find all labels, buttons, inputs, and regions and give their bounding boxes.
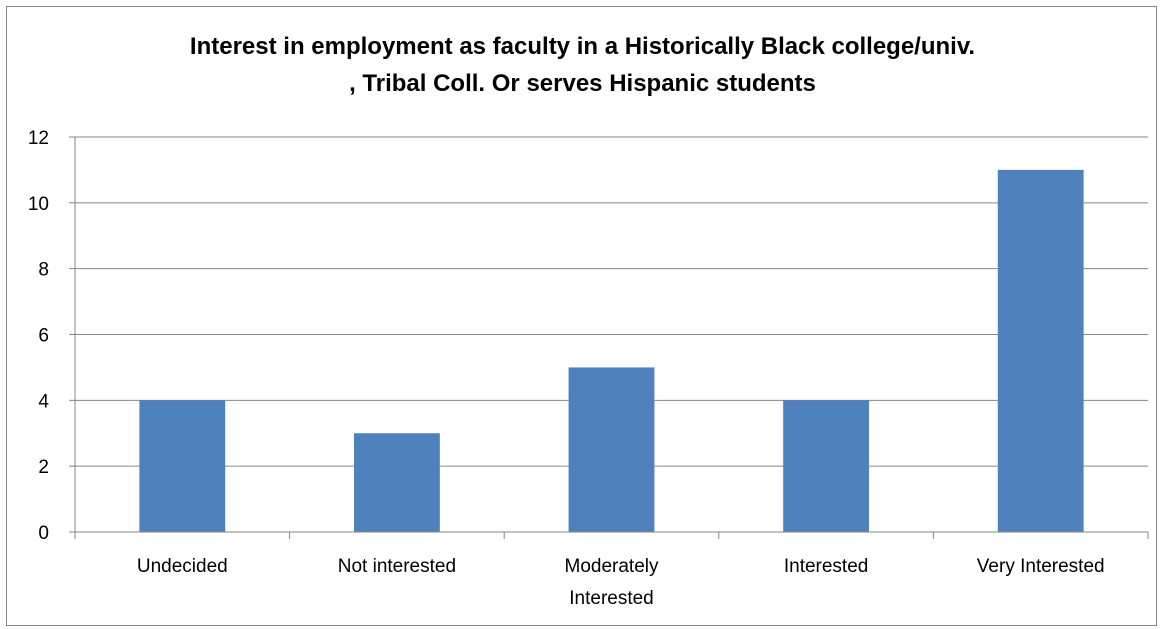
bar xyxy=(783,400,870,532)
bars xyxy=(139,169,1084,532)
y-tick-label: 10 xyxy=(28,194,49,215)
bar xyxy=(568,367,655,532)
bar xyxy=(353,433,440,532)
chart-title-line-1: Interest in employment as faculty in a H… xyxy=(189,33,976,60)
x-tick-label: Not interested xyxy=(338,556,456,577)
y-tick-label: 2 xyxy=(38,457,49,478)
axes xyxy=(69,136,1149,539)
x-tick-label: Moderately xyxy=(565,556,659,577)
x-tick-label: Undecided xyxy=(137,556,228,577)
chart-title: Interest in employment as faculty in a H… xyxy=(0,28,1165,102)
y-tick-label: 12 xyxy=(28,128,49,149)
y-tick-label: 0 xyxy=(38,523,49,544)
x-tick-labels: Undecided Not interested Moderately Interes… xyxy=(137,556,1105,609)
x-tick-label: Very Interested xyxy=(977,556,1105,577)
y-tick-label: 6 xyxy=(38,326,49,347)
x-tick-label: Interested xyxy=(569,588,654,609)
bar xyxy=(997,169,1084,532)
y-tick-label: 4 xyxy=(38,391,49,412)
x-tick-label: Interested xyxy=(784,556,869,577)
chart-title-line-2: , Tribal Coll. Or serves Hispanic studen… xyxy=(349,70,816,97)
y-tick-label: 8 xyxy=(38,260,49,281)
bar xyxy=(139,400,226,532)
y-tick-labels: 0 2 4 6 8 10 12 xyxy=(28,128,50,544)
